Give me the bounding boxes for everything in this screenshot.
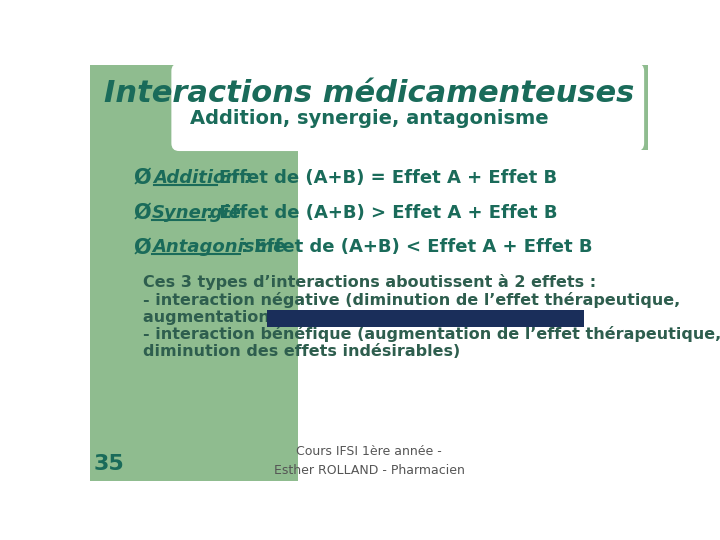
FancyBboxPatch shape (90, 65, 648, 150)
Text: Addition :: Addition : (153, 169, 252, 187)
Text: Ø: Ø (134, 237, 151, 257)
Text: 35: 35 (94, 454, 125, 474)
Text: augmentation des effets: augmentation des effets (143, 310, 366, 325)
Text: Cours IFSI 1ère année -
Esther ROLLAND - Pharmacien: Cours IFSI 1ère année - Esther ROLLAND -… (274, 446, 464, 477)
Text: Ces 3 types d’interactions aboutissent à 2 effets :: Ces 3 types d’interactions aboutissent à… (143, 274, 596, 290)
Text: : Effet de (A+B) < Effet A + Effet B: : Effet de (A+B) < Effet A + Effet B (241, 238, 593, 256)
Text: Effet de (A+B) = Effet A + Effet B: Effet de (A+B) = Effet A + Effet B (219, 169, 557, 187)
Text: Antagonisme: Antagonisme (152, 238, 286, 256)
Text: - interaction bénéfique (augmentation de l’effet thérapeutique,: - interaction bénéfique (augmentation de… (143, 326, 720, 342)
Text: : Effet de (A+B) > Effet A + Effet B: : Effet de (A+B) > Effet A + Effet B (206, 204, 558, 221)
Text: Addition, synergie, antagonisme: Addition, synergie, antagonisme (189, 109, 549, 128)
FancyBboxPatch shape (266, 309, 585, 327)
Text: Interactions médicamenteuses: Interactions médicamenteuses (104, 79, 634, 108)
Text: - interaction négative (diminution de l’effet thérapeutique,: - interaction négative (diminution de l’… (143, 292, 680, 308)
Text: Synergie: Synergie (152, 204, 242, 221)
Text: Ø: Ø (134, 202, 151, 222)
FancyBboxPatch shape (90, 65, 297, 481)
Text: Ø: Ø (134, 168, 151, 188)
FancyBboxPatch shape (171, 63, 644, 151)
Text: diminution des effets indésirables): diminution des effets indésirables) (143, 344, 460, 359)
